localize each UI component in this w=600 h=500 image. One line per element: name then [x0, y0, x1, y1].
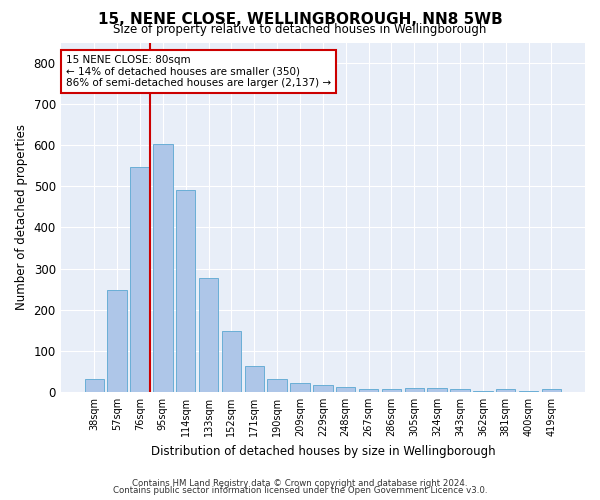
- Bar: [313, 386, 332, 392]
- Bar: [176, 190, 196, 392]
- Bar: [473, 390, 493, 392]
- X-axis label: Distribution of detached houses by size in Wellingborough: Distribution of detached houses by size …: [151, 444, 495, 458]
- Bar: [268, 379, 287, 392]
- Bar: [496, 389, 515, 392]
- Bar: [85, 379, 104, 392]
- Bar: [382, 390, 401, 392]
- Bar: [359, 388, 378, 392]
- Bar: [450, 388, 470, 392]
- Bar: [130, 166, 149, 392]
- Text: Contains HM Land Registry data © Crown copyright and database right 2024.: Contains HM Land Registry data © Crown c…: [132, 478, 468, 488]
- Bar: [290, 383, 310, 392]
- Bar: [519, 390, 538, 392]
- Text: Contains public sector information licensed under the Open Government Licence v3: Contains public sector information licen…: [113, 486, 487, 495]
- Bar: [427, 388, 447, 392]
- Bar: [404, 388, 424, 392]
- Bar: [107, 290, 127, 392]
- Bar: [245, 366, 264, 392]
- Text: 15, NENE CLOSE, WELLINGBOROUGH, NN8 5WB: 15, NENE CLOSE, WELLINGBOROUGH, NN8 5WB: [98, 12, 502, 28]
- Bar: [221, 332, 241, 392]
- Y-axis label: Number of detached properties: Number of detached properties: [15, 124, 28, 310]
- Bar: [199, 278, 218, 392]
- Bar: [336, 387, 355, 392]
- Text: 15 NENE CLOSE: 80sqm
← 14% of detached houses are smaller (350)
86% of semi-deta: 15 NENE CLOSE: 80sqm ← 14% of detached h…: [66, 54, 331, 88]
- Text: Size of property relative to detached houses in Wellingborough: Size of property relative to detached ho…: [113, 22, 487, 36]
- Bar: [153, 144, 173, 392]
- Bar: [542, 389, 561, 392]
